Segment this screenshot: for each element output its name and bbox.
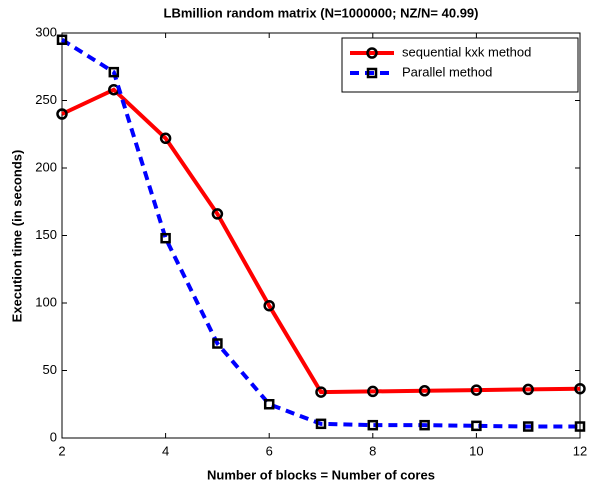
marker: [315, 418, 327, 430]
x-axis-label: Number of blocks = Number of cores: [207, 467, 435, 482]
x-tick-label: 6: [266, 443, 273, 458]
marker: [211, 208, 224, 220]
marker: [470, 384, 483, 396]
marker: [315, 386, 327, 398]
y-tick-label: 200: [35, 159, 57, 174]
y-tick-label: 250: [35, 92, 57, 107]
y-tick-label: 0: [50, 429, 57, 444]
marker: [522, 421, 534, 432]
marker: [418, 385, 431, 397]
y-tick-label: 50: [43, 362, 57, 377]
y-tick-label: 300: [35, 24, 57, 39]
x-tick-label: 12: [573, 443, 587, 458]
marker: [263, 299, 275, 312]
x-tick-label: 2: [58, 443, 65, 458]
marker: [522, 383, 534, 396]
x-tick-label: 8: [369, 443, 376, 458]
x-tick-label: 10: [469, 443, 483, 458]
marker: [56, 108, 68, 120]
legend-label: sequential kxk method: [402, 44, 531, 59]
marker: [160, 232, 171, 244]
series-line: [60, 38, 580, 429]
marker: [574, 382, 586, 395]
y-axis-label: Execution time (in seconds): [9, 150, 24, 323]
marker: [574, 421, 586, 432]
legend-marker: [366, 47, 378, 59]
marker: [56, 34, 68, 45]
legend-label: Parallel method: [402, 64, 492, 79]
marker: [419, 419, 430, 431]
marker: [367, 419, 379, 431]
marker: [212, 338, 223, 349]
y-tick-label: 100: [35, 294, 57, 309]
marker: [108, 66, 120, 78]
chart-title: LBmillion random matrix (N=1000000; NZ/N…: [164, 5, 479, 20]
y-tick-label: 150: [35, 227, 57, 242]
marker: [471, 420, 482, 432]
marker: [159, 132, 172, 145]
x-tick-label: 4: [162, 443, 169, 458]
series-line: [61, 87, 581, 395]
legend-box: [341, 37, 579, 93]
legend-marker: [366, 67, 378, 79]
marker: [263, 399, 275, 410]
marker: [367, 385, 379, 398]
